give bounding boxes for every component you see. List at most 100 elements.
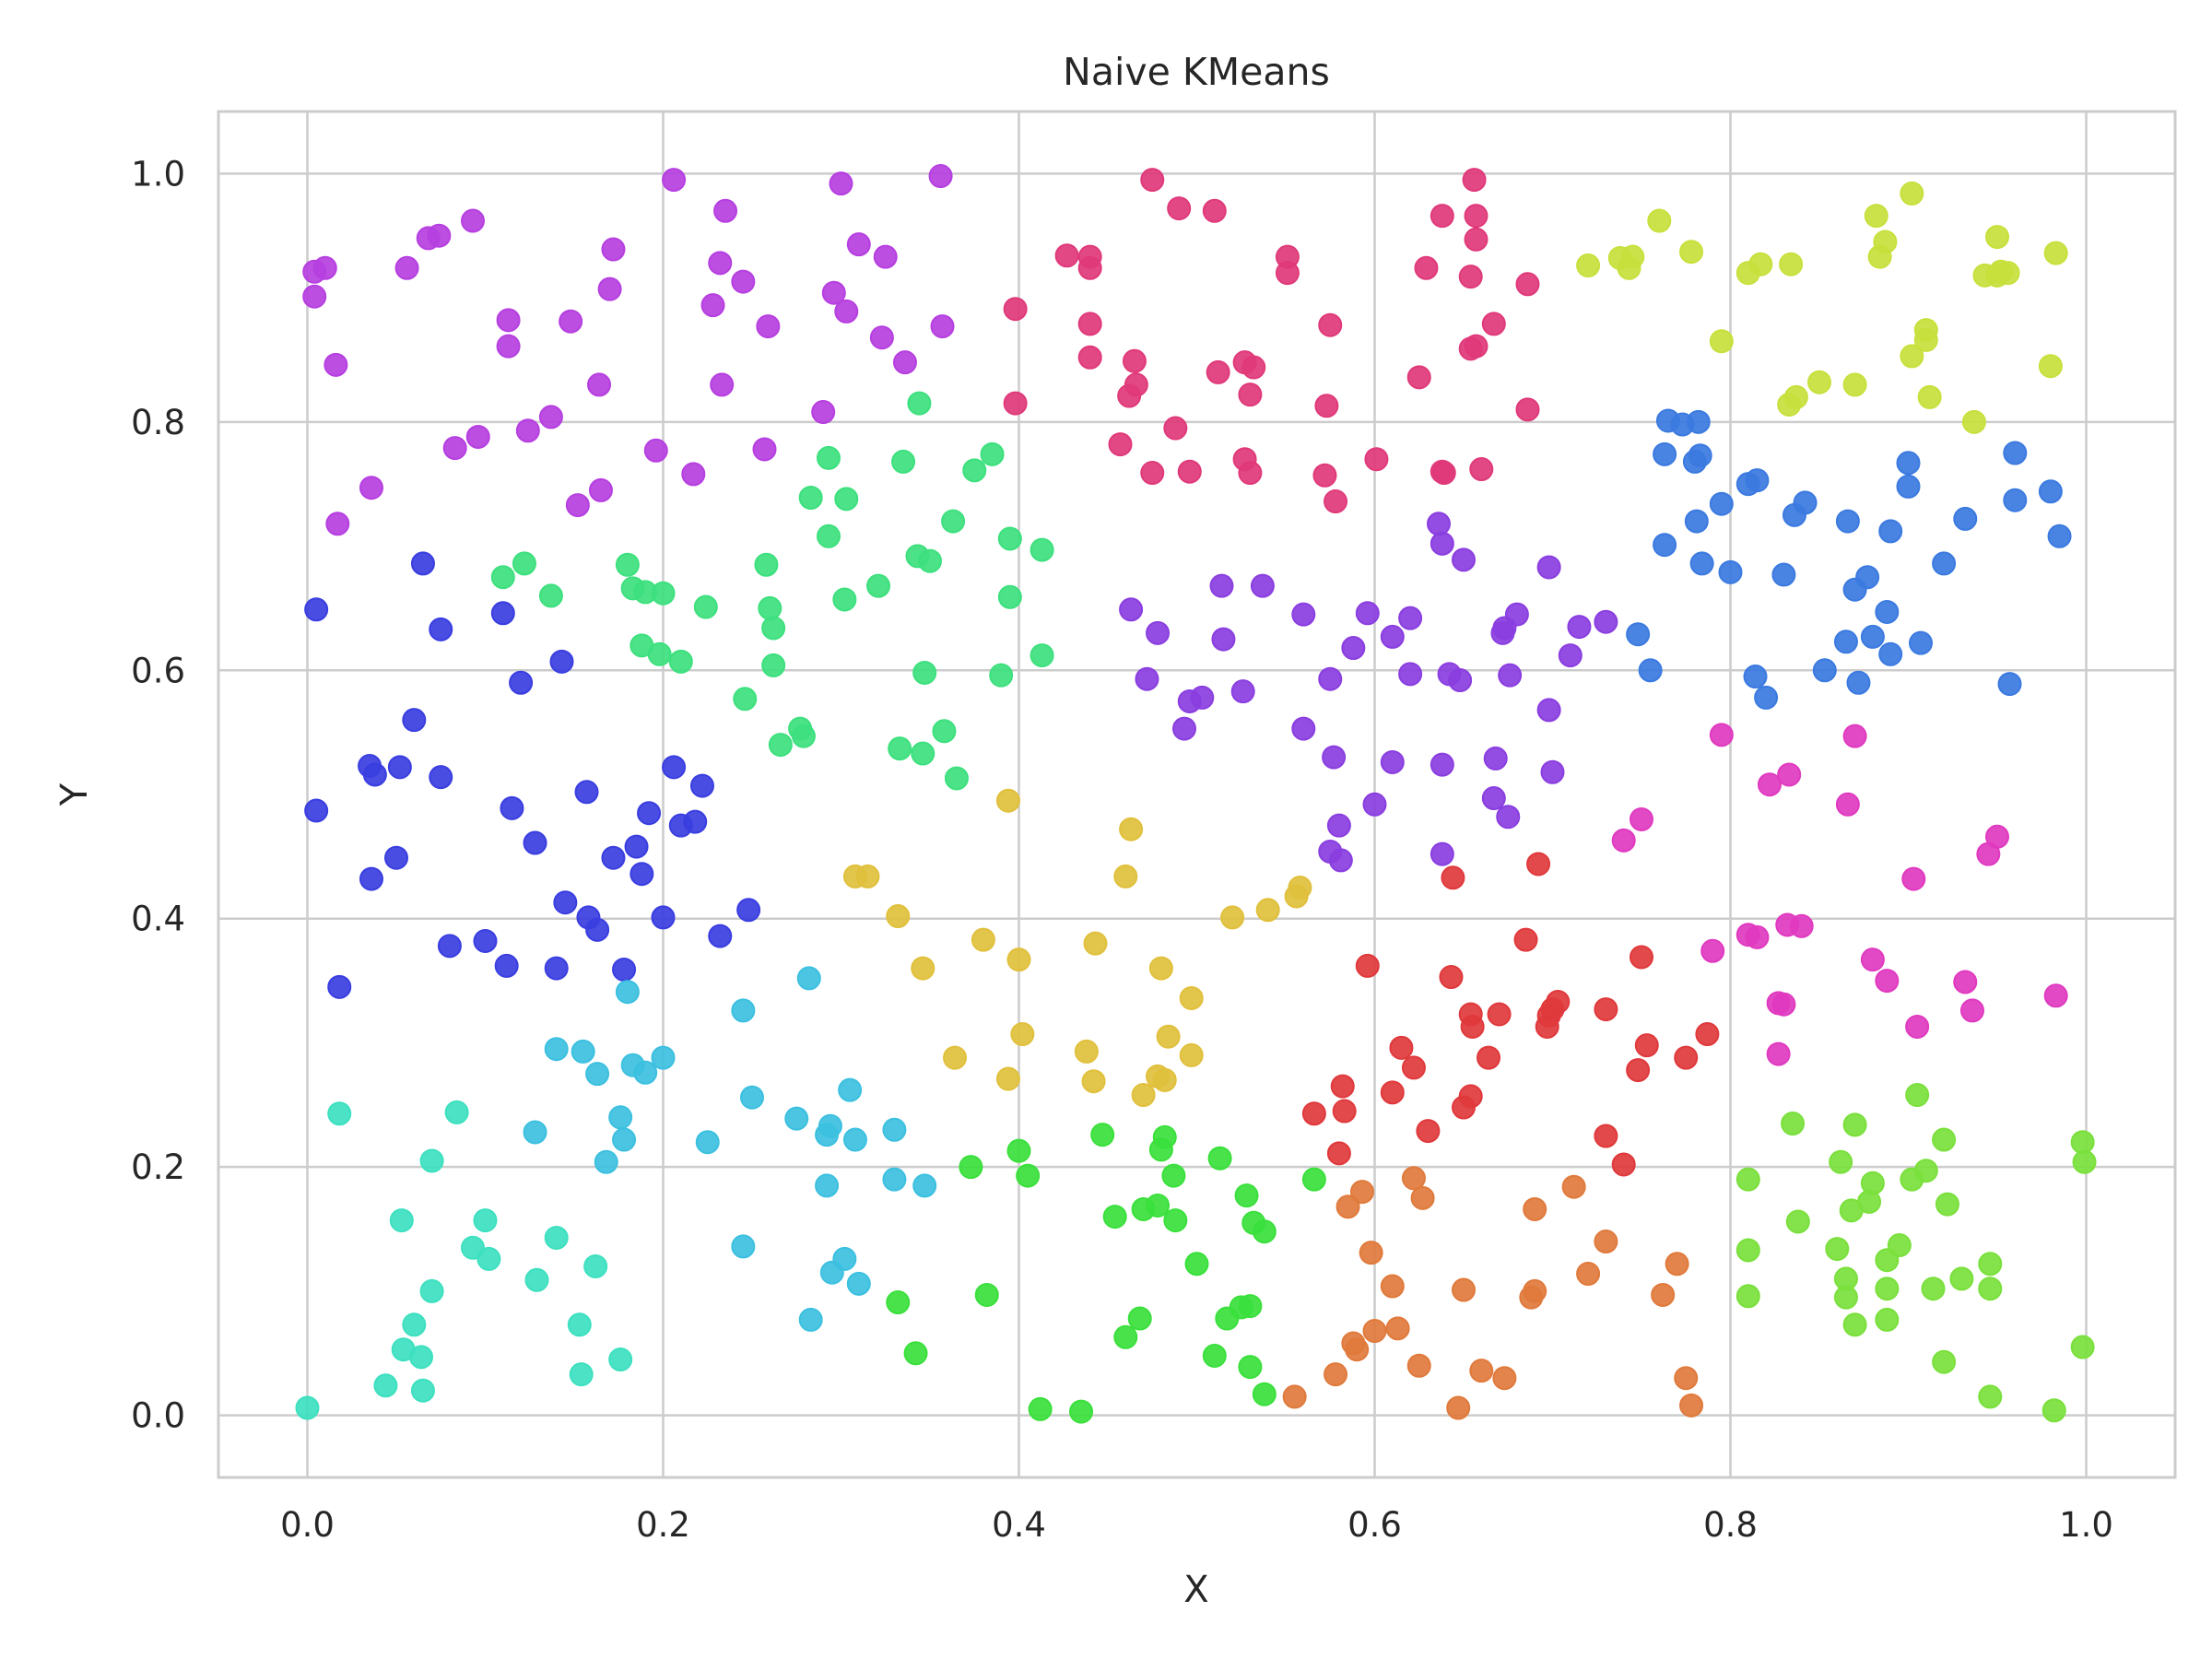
data-point (1842, 724, 1867, 748)
data-point (1887, 1233, 1912, 1258)
data-point (891, 449, 916, 474)
data-point (1146, 620, 1171, 645)
data-point (1905, 1014, 1930, 1039)
data-point (798, 486, 823, 511)
data-point (1846, 670, 1871, 695)
data-point (1842, 1312, 1867, 1337)
data-point (1179, 985, 1204, 1010)
data-point (1978, 1252, 2003, 1277)
data-point (1686, 409, 1711, 434)
data-point (2070, 1335, 2095, 1359)
data-point (1867, 244, 1892, 269)
data-point (1291, 602, 1316, 627)
data-point (733, 687, 758, 712)
data-point (1113, 1324, 1138, 1349)
data-point (888, 736, 912, 761)
data-point (1630, 945, 1653, 970)
data-point (1469, 457, 1494, 482)
data-point (587, 372, 612, 397)
data-point (1380, 1080, 1405, 1105)
data-point (731, 998, 756, 1023)
data-point (1665, 1252, 1689, 1277)
data-point (1161, 1163, 1186, 1188)
data-point (1452, 1095, 1476, 1120)
cluster-11 (886, 1123, 1326, 1424)
data-point (821, 280, 846, 305)
data-point (1122, 348, 1147, 373)
data-point (1054, 243, 1079, 268)
data-point (754, 552, 779, 577)
data-point (1090, 1123, 1115, 1147)
data-point (834, 487, 859, 512)
data-point (693, 594, 718, 619)
data-point (1695, 1022, 1720, 1047)
x-axis-label: X (1183, 1569, 1208, 1611)
data-point (1626, 1058, 1651, 1083)
data-point (928, 164, 953, 189)
data-point (1430, 752, 1454, 777)
data-point (429, 617, 453, 641)
data-point (1202, 1343, 1227, 1368)
data-point (1679, 1393, 1704, 1418)
data-point (597, 276, 622, 301)
data-point (1620, 244, 1645, 269)
data-point (816, 524, 841, 548)
data-point (1793, 490, 1818, 515)
data-point (1653, 533, 1677, 558)
data-point (1949, 1266, 1974, 1291)
data-point (798, 1307, 823, 1332)
data-point (829, 171, 853, 196)
data-point (1117, 383, 1142, 408)
data-point (1515, 397, 1540, 422)
data-point (855, 864, 880, 888)
data-point (761, 616, 786, 641)
data-point (1896, 474, 1921, 499)
data-point (1288, 876, 1312, 900)
y-tick-label: 0.6 (131, 651, 185, 690)
data-point (304, 597, 329, 622)
data-point (1855, 565, 1880, 590)
data-point (1430, 204, 1454, 229)
data-point (2038, 354, 2063, 379)
data-point (1700, 938, 1725, 963)
data-point (941, 509, 966, 534)
data-point (477, 1246, 501, 1271)
data-point (1364, 447, 1389, 472)
data-point (1006, 1138, 1031, 1163)
data-point (559, 309, 583, 334)
cluster-5 (304, 551, 761, 999)
data-point (1513, 927, 1538, 952)
data-point (1030, 537, 1054, 562)
data-point (1452, 1277, 1476, 1302)
data-point (1140, 168, 1165, 193)
data-point (740, 1085, 764, 1110)
data-point (419, 1148, 444, 1173)
data-point (574, 780, 599, 805)
data-point (629, 862, 654, 887)
data-point (1414, 255, 1439, 280)
grid-lines (218, 112, 2175, 1477)
data-point (1515, 272, 1540, 297)
data-point (1909, 630, 1934, 655)
data-point (2041, 1398, 2066, 1423)
data-point (710, 372, 735, 397)
data-point (1860, 624, 1885, 649)
data-point (834, 299, 859, 324)
data-point (2043, 983, 2068, 1008)
data-point (1875, 599, 1900, 624)
data-point (1416, 1119, 1441, 1144)
data-point (1935, 1192, 1959, 1217)
x-tick-label: 0.6 (1347, 1505, 1402, 1545)
data-point (615, 980, 640, 1005)
data-point (846, 1271, 871, 1296)
data-point (662, 755, 687, 780)
data-point (995, 1066, 1020, 1091)
data-point (1878, 641, 1903, 666)
data-point (756, 314, 781, 339)
cluster-12 (1301, 852, 1720, 1177)
data-point (1688, 443, 1712, 468)
cluster-10 (295, 1100, 633, 1420)
data-point (1167, 196, 1192, 221)
data-point (1030, 643, 1054, 668)
data-point (302, 284, 327, 309)
